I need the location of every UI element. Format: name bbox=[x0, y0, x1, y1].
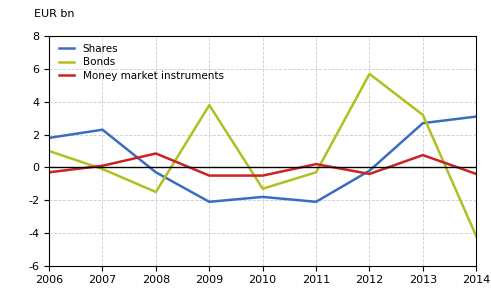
Shares bbox=[46, 136, 52, 140]
Money market instruments bbox=[206, 174, 212, 177]
Line: Money market instruments: Money market instruments bbox=[49, 153, 476, 175]
Bonds bbox=[473, 234, 479, 238]
Bonds bbox=[260, 187, 266, 191]
Bonds bbox=[206, 103, 212, 107]
Shares bbox=[153, 171, 159, 174]
Shares bbox=[100, 128, 106, 131]
Shares bbox=[367, 169, 373, 172]
Legend: Shares, Bonds, Money market instruments: Shares, Bonds, Money market instruments bbox=[54, 39, 229, 86]
Bonds bbox=[153, 190, 159, 194]
Shares bbox=[313, 200, 319, 204]
Money market instruments bbox=[420, 153, 426, 157]
Money market instruments bbox=[473, 172, 479, 176]
Bonds bbox=[420, 113, 426, 117]
Shares bbox=[420, 121, 426, 125]
Money market instruments bbox=[100, 164, 106, 168]
Bonds bbox=[100, 167, 106, 171]
Money market instruments bbox=[313, 162, 319, 166]
Line: Shares: Shares bbox=[49, 117, 476, 202]
Bonds bbox=[367, 72, 373, 76]
Line: Bonds: Bonds bbox=[49, 74, 476, 236]
Shares bbox=[206, 200, 212, 204]
Money market instruments bbox=[367, 172, 373, 176]
Money market instruments bbox=[46, 171, 52, 174]
Money market instruments bbox=[260, 174, 266, 177]
Bonds bbox=[46, 149, 52, 153]
Text: EUR bn: EUR bn bbox=[34, 9, 75, 19]
Bonds bbox=[313, 171, 319, 174]
Shares bbox=[473, 115, 479, 118]
Shares bbox=[260, 195, 266, 199]
Money market instruments bbox=[153, 152, 159, 155]
